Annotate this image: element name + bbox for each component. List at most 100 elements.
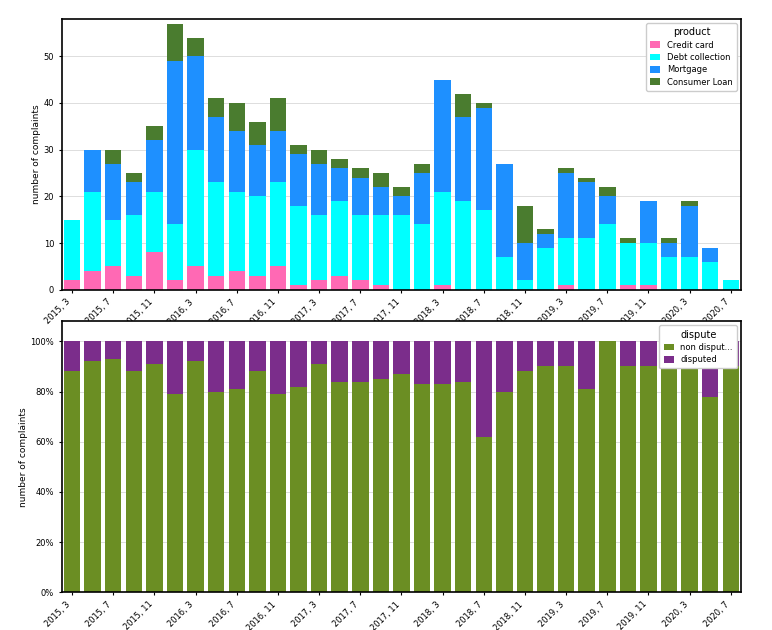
Bar <box>229 103 245 131</box>
Bar <box>537 229 554 234</box>
Bar <box>64 280 80 290</box>
Bar <box>84 271 101 290</box>
Bar <box>229 389 245 592</box>
Bar <box>496 164 513 257</box>
Bar <box>414 173 430 224</box>
Bar <box>311 341 327 364</box>
Bar <box>435 192 451 285</box>
Bar <box>146 140 163 192</box>
Bar <box>188 150 204 266</box>
Bar <box>702 262 719 290</box>
Bar <box>126 215 142 276</box>
Bar <box>640 285 657 290</box>
Bar <box>661 341 677 592</box>
Bar <box>188 362 204 592</box>
Bar <box>188 266 204 290</box>
Bar <box>476 341 492 437</box>
Bar <box>455 117 472 201</box>
Bar <box>702 248 719 262</box>
Bar <box>105 150 121 164</box>
Bar <box>620 341 636 367</box>
Bar <box>84 150 101 192</box>
Bar <box>393 197 410 215</box>
Bar <box>208 98 225 117</box>
Bar <box>331 341 348 382</box>
Bar <box>249 122 266 145</box>
Bar <box>496 391 513 592</box>
Bar <box>558 238 574 285</box>
Bar <box>537 248 554 290</box>
Bar <box>599 341 615 592</box>
Bar <box>167 341 183 394</box>
Bar <box>640 341 657 367</box>
Bar <box>126 182 142 215</box>
Bar <box>496 341 513 391</box>
Bar <box>208 276 225 290</box>
Bar <box>64 341 80 372</box>
Bar <box>435 285 451 290</box>
Bar <box>229 271 245 290</box>
Bar <box>537 234 554 248</box>
Bar <box>64 372 80 592</box>
Bar <box>290 206 306 285</box>
Bar <box>455 201 472 290</box>
Bar <box>249 145 266 197</box>
Bar <box>599 187 615 197</box>
Bar <box>702 396 719 592</box>
Bar <box>167 280 183 290</box>
Bar <box>311 150 327 164</box>
Bar <box>682 341 698 357</box>
Bar <box>578 389 595 592</box>
Bar <box>516 341 533 372</box>
Bar <box>105 341 121 359</box>
Bar <box>682 357 698 592</box>
Bar <box>558 341 574 367</box>
Bar <box>682 206 698 257</box>
Bar <box>331 276 348 290</box>
Bar <box>146 364 163 592</box>
Bar <box>269 98 286 131</box>
Bar <box>558 168 574 173</box>
Bar <box>269 266 286 290</box>
Bar <box>599 224 615 290</box>
Bar <box>373 379 389 592</box>
Bar <box>661 238 677 243</box>
Bar <box>352 382 368 592</box>
Bar <box>105 266 121 290</box>
Bar <box>516 372 533 592</box>
Bar <box>373 173 389 187</box>
Bar <box>723 367 739 592</box>
Bar <box>126 372 142 592</box>
Bar <box>373 187 389 215</box>
Bar <box>208 341 225 391</box>
Bar <box>620 238 636 243</box>
Bar <box>311 280 327 290</box>
Bar <box>640 367 657 592</box>
Bar <box>146 253 163 290</box>
Bar <box>516 206 533 243</box>
Bar <box>64 220 80 280</box>
Bar <box>393 374 410 592</box>
Bar <box>311 215 327 280</box>
Bar <box>188 56 204 150</box>
Bar <box>723 280 739 290</box>
Bar <box>229 131 245 192</box>
Bar <box>249 372 266 592</box>
Bar <box>290 341 306 387</box>
Bar <box>476 437 492 592</box>
Bar <box>290 145 306 154</box>
Bar <box>126 341 142 372</box>
Bar <box>373 341 389 379</box>
Bar <box>393 215 410 290</box>
Bar <box>290 285 306 290</box>
Bar <box>393 187 410 197</box>
Bar <box>455 382 472 592</box>
Bar <box>578 182 595 238</box>
Bar <box>640 243 657 285</box>
Bar <box>269 182 286 266</box>
Bar <box>352 215 368 280</box>
Bar <box>455 341 472 382</box>
Legend: Credit card, Debt collection, Mortgage, Consumer Loan: Credit card, Debt collection, Mortgage, … <box>646 23 737 91</box>
Bar <box>167 23 183 61</box>
Bar <box>311 364 327 592</box>
